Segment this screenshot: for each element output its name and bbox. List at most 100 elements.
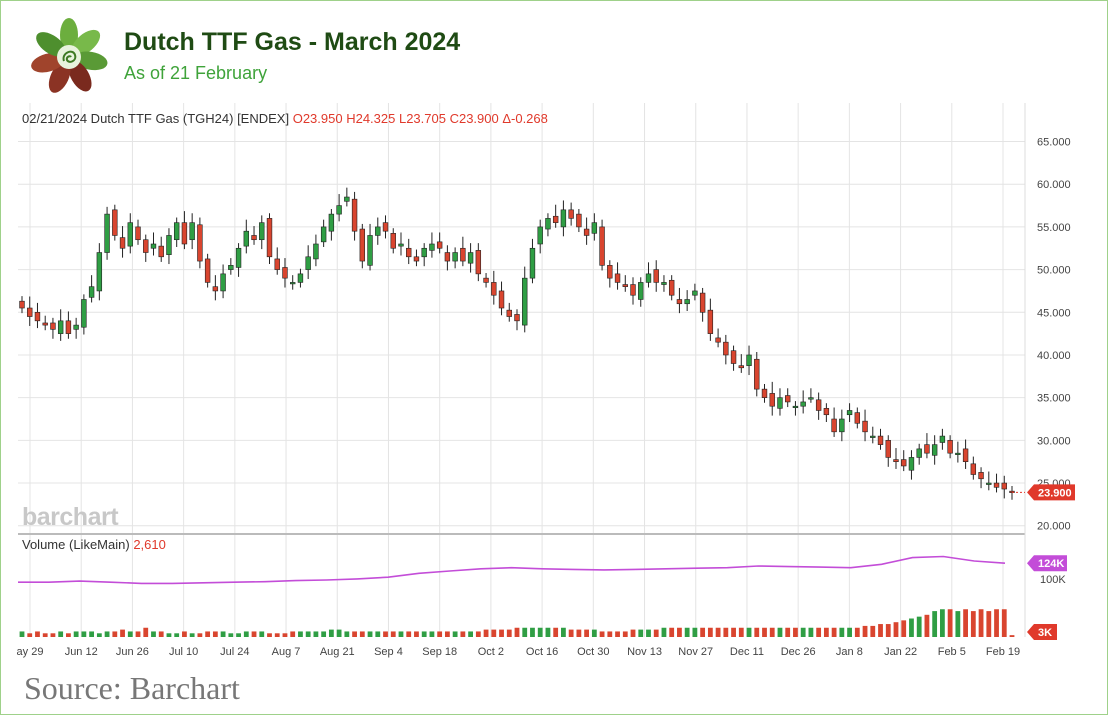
volume-bar [506,629,512,637]
ohlc-label: 02/21/2024 Dutch TTF Gas (TGH24) [ENDEX] [22,111,290,126]
volume-bar [808,627,814,637]
volume-bar [212,631,218,637]
candle-body [491,282,497,296]
candle-body [158,245,164,258]
candle-body [150,243,157,249]
candle-body [166,235,172,255]
volume-bar [182,631,187,637]
x-tick-label: Jan 22 [884,646,917,658]
candle-body [460,247,466,262]
candle-body [970,463,977,475]
volume-bar [228,633,234,637]
candle-body [529,247,536,279]
volume-bar [58,631,64,637]
chart-subtitle: As of 21 February [124,63,268,83]
y-tick-label: 65.000 [1037,137,1071,149]
volume-bar [421,631,427,637]
volume-bar [514,627,520,637]
candle-body [947,440,953,454]
candle-body [723,341,729,356]
volume-bar [390,631,396,637]
volume-bar [862,625,868,637]
volume-bar [591,629,597,637]
candle-body [614,273,621,283]
x-tick-label: Jun 26 [116,646,149,658]
volume-bar [243,631,249,637]
candle-body [375,226,381,236]
y-tick-label: 45.000 [1037,307,1071,319]
candle-body [692,290,698,296]
last-price-label: 23.900 [1038,487,1072,499]
volume-bar [785,627,791,637]
candle-body [498,290,505,309]
volume-bar [197,633,203,637]
candle-body [73,324,79,330]
volume-bar [19,631,25,637]
volume-bar [367,631,373,637]
volume-bar [847,627,852,637]
candle-body [955,452,961,455]
volume-bar [978,609,984,637]
candle-body [88,286,95,298]
volume-bar [328,629,334,637]
candle-body [862,420,868,433]
volume-bar [444,631,450,637]
volume-bar [939,609,945,637]
candle-body [877,435,884,445]
candle-body [754,358,760,390]
volume-bar [205,631,211,637]
source-note: Source: Barchart [24,670,240,706]
candle-body [282,267,288,279]
volume-bar [383,631,388,637]
candle-body [901,459,907,467]
candle-body [483,277,489,283]
volume-bar [414,631,419,637]
y-tick-label: 35.000 [1037,393,1071,405]
candle-body [545,218,551,230]
candle-body [622,284,628,287]
candle-body [220,273,226,292]
candle-body [413,256,420,262]
volume-bar [73,631,79,637]
volume-bar [66,633,71,637]
candle-body [568,209,574,219]
candle-body [212,286,219,292]
volume-bar [398,631,404,637]
volume-bar [290,631,296,637]
volume-bar [738,627,744,637]
candle-body [514,314,520,322]
volume-bar [638,629,644,637]
volume-bar [104,631,110,637]
volume-last-label: 3K [1038,627,1052,639]
volume-bar [584,629,590,637]
candle-body [421,247,427,258]
y-tick-label: 55.000 [1037,222,1071,234]
volume-label: Volume [22,537,66,552]
volume-bar [684,627,690,637]
volume-bar [924,614,930,637]
candle-body [591,222,598,234]
candle-body [189,222,195,241]
volume-bar [963,609,968,637]
volume-bar [661,627,667,637]
candle-body [19,300,25,309]
candle-body [429,243,435,251]
y-tick-label: 20.000 [1037,521,1071,533]
volume-bar [50,633,56,637]
volume-bar [793,627,798,637]
volume-bar [42,633,48,637]
candle-body [885,440,891,458]
volume-bar [677,627,682,637]
candle-body [730,350,737,364]
volume-bar [282,633,288,637]
candle-body [846,410,853,416]
candle-body [800,401,806,407]
open-interest-tag [1027,555,1067,572]
candle-body [645,273,652,283]
volume-bar [81,631,87,637]
candle-body [351,198,358,232]
x-tick-label: Oct 30 [577,646,609,658]
volume-bar [715,627,721,637]
volume-bar [831,627,837,637]
